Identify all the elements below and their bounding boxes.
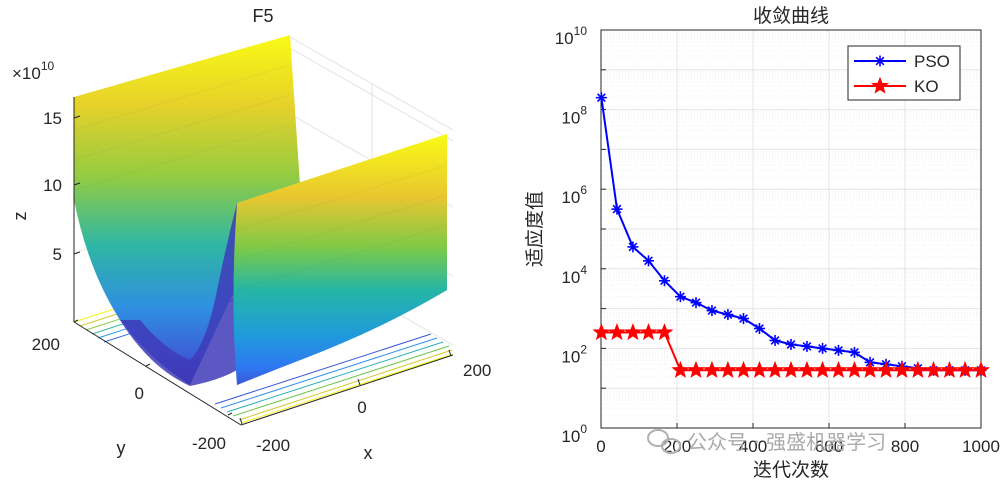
- data-point: [753, 323, 765, 334]
- data-point: [592, 323, 611, 341]
- y-tick-label: 200: [32, 335, 60, 354]
- data-point: [817, 342, 829, 354]
- data-point: [829, 360, 848, 378]
- x-tick-label: 0: [596, 437, 605, 456]
- data-point: [674, 291, 686, 303]
- data-point: [924, 360, 943, 378]
- data-point: [798, 360, 816, 378]
- data-point: [611, 203, 623, 215]
- data-point: [871, 76, 889, 94]
- x-tick-label: 600: [815, 437, 843, 456]
- legend-label-ko: KO: [914, 77, 939, 96]
- x-tick-label: 800: [891, 437, 919, 456]
- legend-label-pso: PSO: [914, 52, 950, 71]
- data-point: [706, 305, 718, 317]
- y-tick-labels: 100 102 104 106 108 1010: [555, 24, 588, 446]
- surface-title: F5: [252, 6, 273, 26]
- series-ko: [592, 323, 990, 378]
- z-tick-label: 5: [53, 245, 62, 264]
- x-tick-label: -200: [256, 436, 290, 455]
- surface-valley: [120, 203, 237, 386]
- z-tick-label: 10: [43, 176, 62, 195]
- data-point: [658, 275, 670, 287]
- data-point: [908, 360, 927, 378]
- legend-box: [847, 45, 961, 101]
- data-point: [655, 323, 674, 341]
- x-tick-labels: -200 0 200: [256, 361, 491, 455]
- data-point: [940, 360, 959, 378]
- y-axis-label: y: [117, 438, 126, 458]
- y-tick-label: 102: [561, 342, 587, 366]
- y-tick-label: -200: [192, 434, 226, 453]
- surface-plot-panel: F5 ×1010 5 10 15 z 200 0 -200 y -200 0 2…: [10, 6, 491, 463]
- data-point: [643, 255, 654, 267]
- z-exponent-label: ×1010: [12, 59, 55, 83]
- y-tick-label: 0: [135, 384, 144, 403]
- y-tick-label: 100: [561, 422, 587, 446]
- x-tick-label: 400: [739, 437, 767, 456]
- data-point: [703, 360, 721, 378]
- minor-gridlines: [601, 31, 981, 417]
- legend-item-pso: PSO: [854, 52, 950, 71]
- data-point: [893, 360, 911, 378]
- convergence-title: 收敛曲线: [753, 5, 829, 27]
- data-point: [627, 241, 639, 253]
- x-tick-label: 200: [663, 437, 691, 456]
- data-point: [877, 360, 895, 378]
- z-tick-labels: 5 10 15: [43, 109, 62, 264]
- watermark: 公众号 · 强盛机器学习: [647, 429, 886, 454]
- data-point: [833, 344, 844, 356]
- data-point: [608, 323, 626, 341]
- data-point: [671, 360, 690, 378]
- x-tick-labels: 0 200 400 600 800 1000: [596, 437, 1000, 456]
- surface-left-wall: [74, 35, 300, 385]
- data-point: [861, 360, 879, 378]
- convergence-x-axis-label: 迭代次数: [753, 459, 829, 481]
- convergence-plot-panel: 收敛曲线 0 200 400 600 800 1000 100 102 104 …: [524, 5, 1000, 481]
- x-tick-label: 200: [463, 361, 491, 380]
- data-point: [769, 334, 781, 346]
- y-tick-label: 104: [561, 263, 587, 287]
- legend-item-ko: KO: [854, 76, 939, 96]
- x-tick-label: 1000: [962, 437, 1000, 456]
- data-point: [639, 323, 658, 341]
- y-tick-label: 106: [561, 183, 587, 207]
- y-tick-label: 1010: [555, 24, 588, 48]
- data-point: [785, 338, 797, 350]
- watermark-text: 公众号 · 强盛机器学习: [687, 430, 886, 454]
- data-point: [874, 55, 886, 67]
- z-tick-label: 15: [43, 109, 62, 128]
- surface-axes: [73, 97, 454, 426]
- data-point: [690, 297, 702, 309]
- z-axis-label: z: [10, 212, 30, 221]
- data-point: [801, 340, 813, 352]
- x-axis-label: x: [364, 443, 373, 463]
- x-tick-label: 0: [357, 398, 366, 417]
- data-point: [848, 346, 860, 358]
- data-point: [734, 360, 753, 378]
- data-point: [972, 360, 990, 378]
- data-point: [766, 360, 784, 378]
- data-point: [813, 360, 832, 378]
- data-point: [718, 360, 737, 378]
- y-tick-label: 108: [561, 104, 587, 128]
- y-tick-labels: 200 0 -200: [32, 335, 226, 453]
- data-point: [595, 92, 607, 104]
- data-point: [782, 360, 800, 378]
- data-point: [623, 323, 642, 341]
- data-point: [956, 360, 974, 378]
- data-point: [722, 309, 734, 321]
- wechat-icon: [647, 429, 681, 454]
- data-point: [687, 360, 705, 378]
- legend: PSO KO: [847, 45, 961, 101]
- data-point: [750, 360, 769, 378]
- data-point: [845, 360, 864, 378]
- data-point: [738, 313, 749, 325]
- series-layer: [592, 92, 990, 378]
- convergence-y-axis-label: 适应度值: [524, 191, 546, 267]
